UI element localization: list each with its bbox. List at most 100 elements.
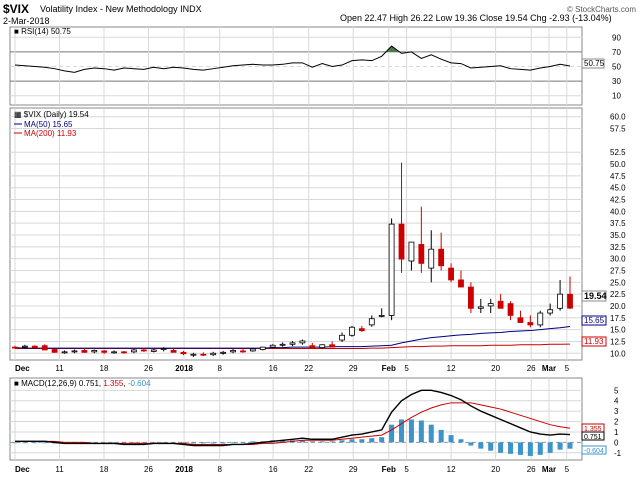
- candle-body: [101, 350, 108, 353]
- price-label: ▦ $VIX (Daily) 19.54: [14, 110, 89, 119]
- macd-histogram-bar: [42, 442, 48, 444]
- macd-histogram-bar: [478, 442, 484, 449]
- candle-body: [41, 345, 48, 351]
- macd-tick-label: 1: [614, 428, 619, 437]
- close-price-tag: [581, 290, 607, 302]
- hist-tag: [581, 445, 607, 455]
- candle-body: [487, 303, 494, 307]
- macd-tick-label: 3: [614, 407, 619, 416]
- candle-body: [210, 352, 217, 356]
- candle-body: [497, 300, 504, 309]
- ma50-legend: MA(50) 15.65: [24, 120, 73, 129]
- macd-histogram-bar: [399, 419, 405, 443]
- x-tick-label: 8: [217, 364, 222, 373]
- candle-body: [527, 322, 534, 326]
- macd-histogram-bar: [408, 419, 414, 443]
- macd-histogram-bar: [280, 440, 286, 443]
- macd-histogram-bar: [200, 442, 206, 444]
- candle-body: [51, 349, 58, 353]
- macd-histogram-bar: [32, 442, 38, 444]
- x-tick-label: 5: [565, 465, 570, 474]
- candle-body: [180, 351, 187, 355]
- ma200-tag-text: 11.93: [584, 337, 604, 346]
- price-panel: ▦ $VIX (Daily) 19.54 MA(50) 15.65 MA(200…: [9, 107, 626, 361]
- candle-body: [477, 306, 484, 309]
- candle-body: [378, 315, 385, 317]
- candle-body: [299, 340, 306, 344]
- macd-histogram-bar: [240, 442, 246, 444]
- macd-histogram-bar: [131, 442, 137, 444]
- rsi-value-text: 50.75: [584, 59, 605, 68]
- x-tick-label: Dec: [15, 465, 30, 474]
- candle-body: [418, 244, 425, 264]
- price-tick-label: 45.0: [610, 184, 626, 193]
- copyright-text: © StockCharts.com: [567, 5, 636, 14]
- macd-histogram-bar: [121, 442, 127, 444]
- x-tick-label: 20: [491, 364, 500, 373]
- x-tick-label: 26: [527, 364, 536, 373]
- macd-histogram-bar: [488, 442, 494, 451]
- x-tick-label: 18: [100, 465, 109, 474]
- macd-histogram-bar: [517, 442, 523, 455]
- candle-body: [309, 345, 316, 348]
- macd-histogram-bar: [12, 442, 18, 444]
- candle-body: [170, 350, 177, 353]
- price-tick-label: 17.5: [610, 314, 626, 323]
- candle-body: [12, 346, 18, 349]
- rsi-tick-label: 90: [612, 33, 621, 42]
- index-name: Volatility Index - New Methodology INDX: [40, 4, 202, 14]
- x-tick-label: 18: [100, 364, 109, 373]
- macd-histogram-bar: [448, 435, 454, 443]
- rsi-value-tag: [581, 58, 605, 69]
- macd-histogram-bar: [230, 442, 236, 444]
- price-frame: [9, 107, 583, 361]
- candle-body: [31, 345, 38, 348]
- macd-tick-label: 2: [614, 418, 619, 427]
- x-tick-label: 8: [217, 465, 222, 474]
- price-tick-label: 10.0: [610, 349, 626, 358]
- ma200-legend: MA(200) 11.93: [24, 129, 77, 138]
- macd-label: ■ MACD(12,26,9) 0.751, 1.355, -0.604: [14, 379, 151, 388]
- x-tick-label: 16: [269, 465, 278, 474]
- macd-histogram-bar: [567, 442, 573, 449]
- x-tick-label: 11: [55, 465, 64, 474]
- rsi-tick-label: 10: [612, 92, 621, 101]
- macd-histogram-bar: [547, 442, 553, 453]
- price-tick-label: 57.5: [610, 125, 626, 134]
- macd-histogram-bar: [418, 420, 424, 443]
- candle-body: [458, 279, 464, 288]
- macd-histogram-bar: [319, 441, 325, 443]
- candle-body: [220, 351, 227, 354]
- candle-body: [150, 349, 157, 352]
- macd-histogram-bar: [438, 429, 444, 443]
- macd-panel: ■ MACD(12,26,9) 0.751, 1.355, -0.604 5 43…: [9, 377, 622, 461]
- candle-body: [121, 351, 127, 354]
- candle-body: [269, 344, 276, 348]
- candle-body: [467, 286, 474, 309]
- candle-body: [438, 248, 445, 267]
- candle-body: [81, 350, 88, 353]
- macd-tag-text: 0.751: [584, 434, 602, 441]
- x-tick-label: Feb: [382, 364, 396, 373]
- candle-body: [428, 248, 435, 269]
- price-tick-label: 22.5: [610, 290, 626, 299]
- candle-body: [22, 345, 28, 348]
- price-tick-label: 15.0: [610, 326, 626, 335]
- ma50-tag: [581, 315, 607, 326]
- candle-body: [388, 223, 395, 316]
- macd-histogram-bar: [379, 437, 385, 443]
- price-tick-label: 25.0: [610, 278, 626, 287]
- macd-histogram-bar: [339, 440, 345, 443]
- macd-histogram-bar: [468, 442, 474, 446]
- x-tick-label: 5: [404, 465, 409, 474]
- hist-tag-text: -0.604: [584, 448, 604, 455]
- candle-body: [339, 334, 345, 341]
- candle-body: [289, 342, 296, 345]
- macd-tag: [581, 431, 605, 441]
- rsi-label: ■ RSI(14) 50.75: [14, 27, 71, 36]
- x-tick-label: 22: [304, 465, 313, 474]
- rsi-tick-label: 30: [612, 77, 621, 86]
- ohlc-summary: Open 22.47 High 26.22 Low 19.36 Close 19…: [340, 13, 612, 23]
- macd-histogram-bar: [309, 441, 315, 443]
- candle-body: [61, 351, 68, 354]
